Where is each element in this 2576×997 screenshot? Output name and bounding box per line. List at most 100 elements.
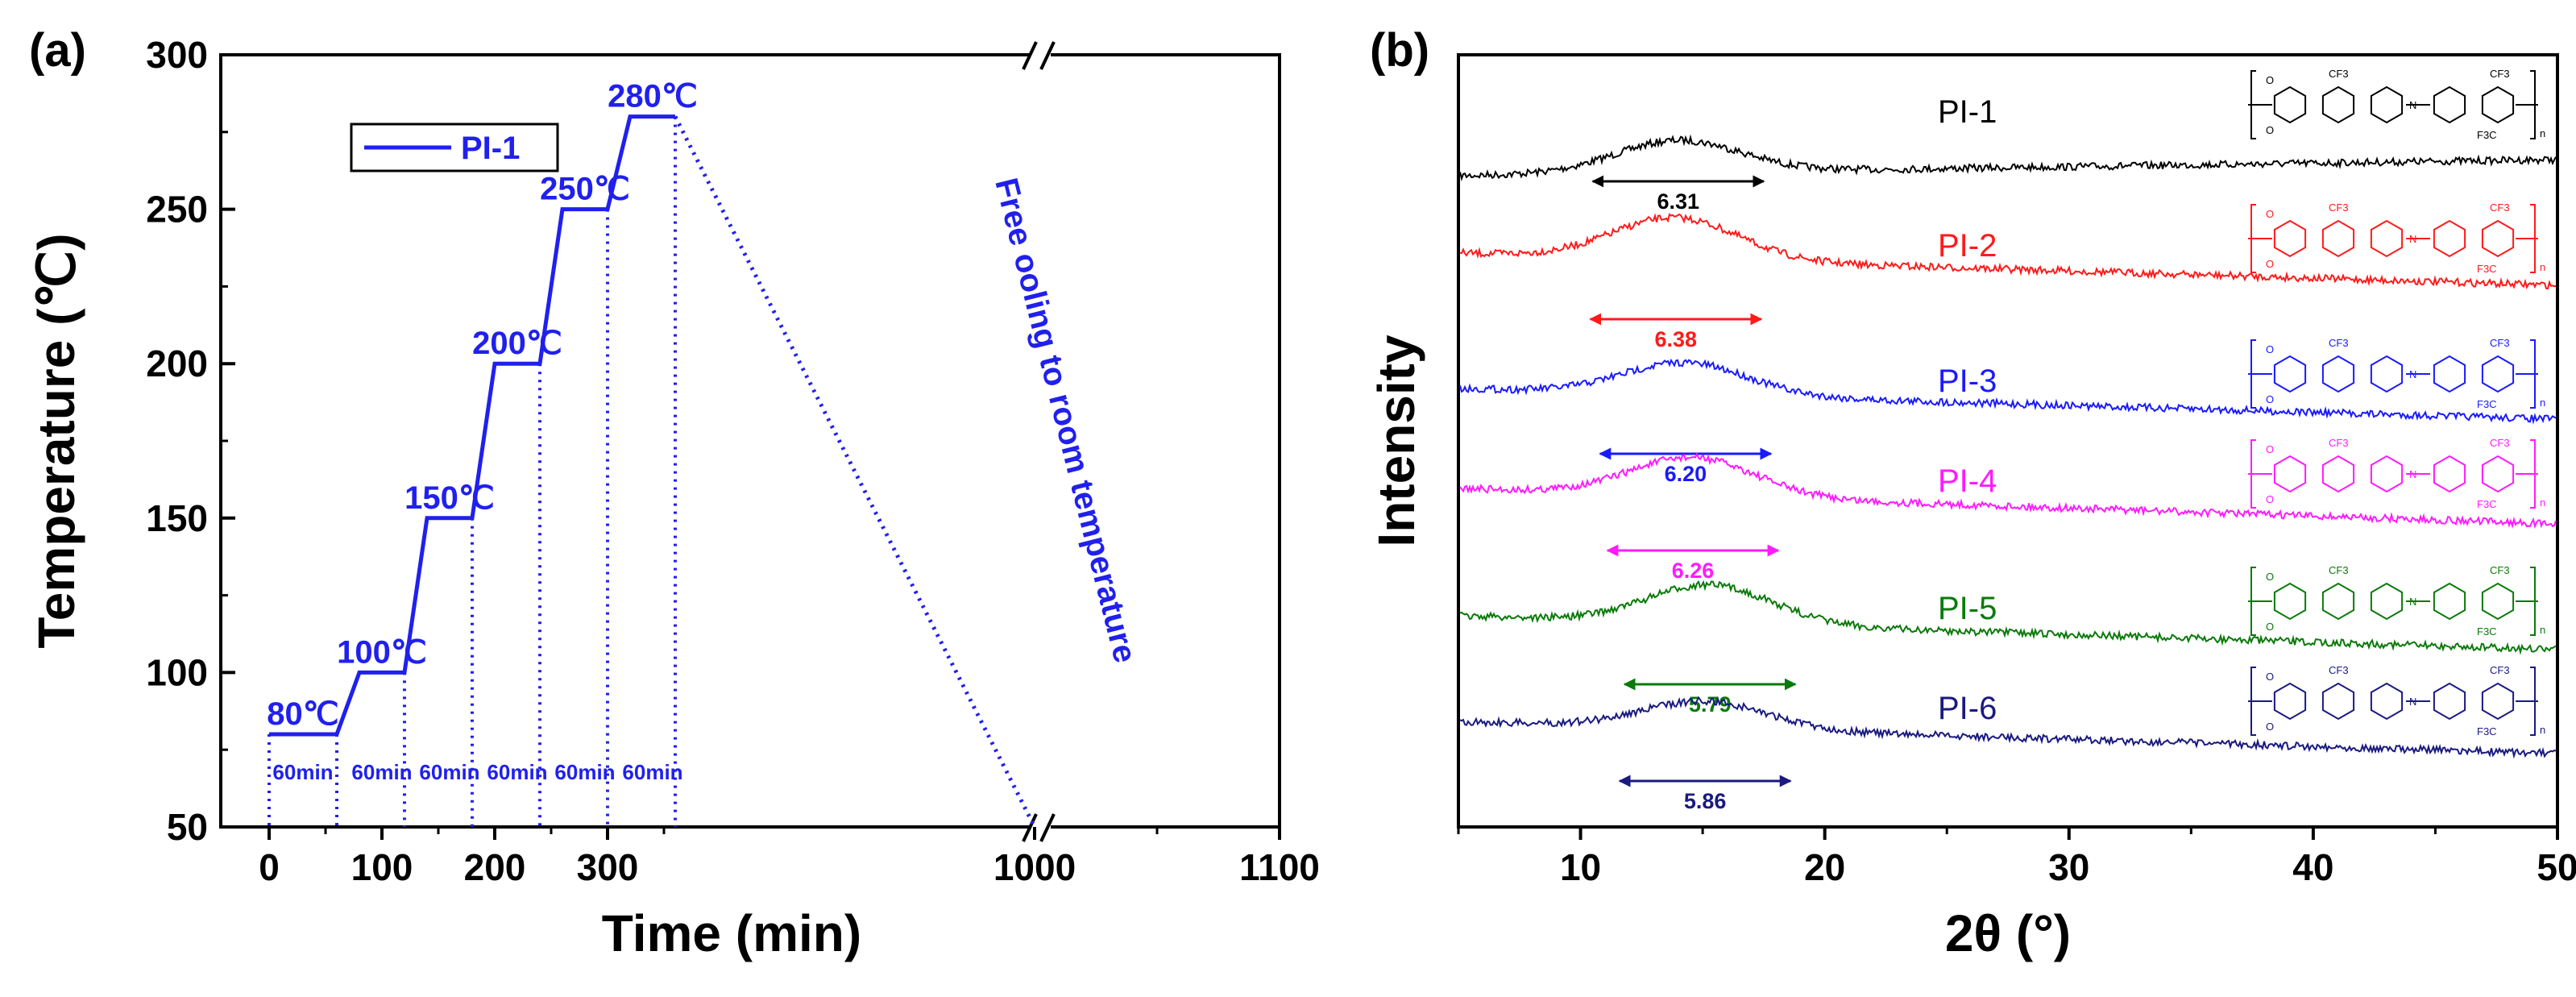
series-label: PI-4 (1938, 463, 1997, 499)
chem-label: F3C (2477, 129, 2497, 141)
chem-label: N (2409, 233, 2416, 245)
chem-label: CF3 (2490, 564, 2510, 576)
ring (2370, 85, 2404, 124)
chemical-structure-pi-5: CF3 CF3 F3C N O O n (2248, 564, 2545, 638)
chemical-structure-pi-6: CF3 CF3 F3C N O O n (2248, 664, 2545, 737)
ring (2273, 85, 2307, 124)
chem-label: O (2266, 443, 2274, 455)
ring (2273, 582, 2307, 621)
segment-dividers (268, 116, 677, 827)
segment-label: 80℃ (267, 696, 338, 732)
x-tick-label-b: 30 (2048, 846, 2089, 888)
ring (2321, 582, 2355, 621)
y-tick-label-a: 50 (167, 806, 208, 848)
ring (2481, 582, 2515, 621)
x-tick-label-a: 0 (259, 846, 280, 888)
ring (2370, 582, 2404, 621)
ring (2433, 455, 2466, 493)
ring (2273, 355, 2307, 393)
y-tick-label-a: 100 (146, 651, 208, 693)
d-spacing-value: 6.20 (1665, 462, 1707, 486)
chem-label: O (2266, 493, 2274, 505)
chem-label: N (2409, 368, 2416, 380)
ring (2481, 355, 2515, 393)
segment-labels: 80℃ 100℃ 150℃ 200℃ 250℃ 280℃ (267, 79, 698, 732)
ring (2370, 355, 2404, 393)
chem-label: n (2540, 397, 2545, 409)
y-tick-label-a: 250 (146, 189, 208, 231)
chem-label: O (2266, 74, 2274, 86)
xrd-curve-pi-3 (1459, 358, 2557, 425)
ring (2481, 85, 2515, 124)
chem-label: N (2409, 99, 2416, 111)
xrd-curve-pi-5 (1459, 580, 2557, 655)
chem-label: N (2409, 596, 2416, 608)
chem-label: n (2540, 127, 2545, 139)
segment-label: 150℃ (404, 480, 495, 516)
chem-label: n (2540, 496, 2545, 509)
duration-labels: 60min 60min 60min 60min 60min 60min (272, 760, 682, 784)
chem-label: n (2540, 624, 2545, 636)
chem-label: O (2266, 671, 2274, 683)
duration-label: 60min (487, 760, 547, 784)
axis-break-top (1022, 41, 1056, 70)
segment-label: 250℃ (540, 172, 630, 207)
chem-label: F3C (2477, 625, 2497, 638)
ring (2370, 455, 2404, 493)
segment-label: 100℃ (337, 634, 427, 670)
series-label: PI-6 (1938, 691, 1997, 726)
chem-label: CF3 (2490, 437, 2510, 449)
chem-label: CF3 (2490, 337, 2510, 349)
chem-label: n (2540, 261, 2545, 273)
panel-b: (b) 10 20 30 40 50 PI-1 6.31 PI-2 6.38 PI-3 6.20 P… (1367, 24, 2576, 962)
chem-label: CF3 (2490, 664, 2510, 676)
ring (2481, 455, 2515, 493)
segment-label: 200℃ (472, 326, 562, 361)
chem-label: O (2266, 393, 2274, 405)
chem-label: CF3 (2490, 68, 2510, 80)
legend-label-pi-1: PI-1 (461, 131, 520, 166)
xrd-curve-pi-2 (1459, 213, 2557, 290)
ticks-a: 50 100 150 200 250 300 0 100 200 300 1000 1100 (146, 34, 1320, 888)
ring (2273, 219, 2307, 258)
panel-label-a: (a) (29, 24, 86, 77)
chem-label: N (2409, 468, 2416, 480)
chemical-structure-pi-1: CF3 CF3 F3C N O O n (2248, 68, 2545, 141)
y-tick-label-a: 200 (146, 343, 208, 384)
chem-label: O (2266, 721, 2274, 733)
ring (2370, 219, 2404, 258)
cooling-annotation: Free ooling to room temperature (988, 175, 1143, 667)
chem-label: N (2409, 696, 2416, 708)
chemical-structure-pi-3: CF3 CF3 F3C N O O n (2248, 337, 2545, 410)
ring (2321, 85, 2355, 124)
segment-label: 280℃ (608, 79, 698, 114)
duration-label: 60min (622, 760, 682, 784)
d-spacing-value: 6.31 (1657, 189, 1700, 214)
ring (2433, 355, 2466, 393)
y-axis-title-a: Temperature (℃) (27, 233, 85, 648)
x-axis-title-b: 2θ (°) (1945, 904, 2071, 962)
cooling-line (673, 115, 1037, 829)
chem-label: CF3 (2329, 564, 2349, 576)
series-label: PI-1 (1938, 94, 1997, 130)
chem-label: F3C (2477, 398, 2497, 410)
d-spacing-value: 6.26 (1672, 559, 1715, 583)
xrd-curve-pi-4 (1459, 451, 2557, 530)
chem-label: O (2266, 621, 2274, 633)
chem-label: O (2266, 124, 2274, 136)
ring (2321, 682, 2355, 721)
x-tick-label-a: 200 (464, 846, 526, 888)
chem-label: F3C (2477, 498, 2497, 510)
panel-label-b: (b) (1370, 24, 1429, 77)
x-axis-title-a: Time (min) (602, 904, 861, 962)
ring (2370, 682, 2404, 721)
chem-label: CF3 (2329, 337, 2349, 349)
chem-label: CF3 (2329, 437, 2349, 449)
series-label: PI-5 (1938, 591, 1997, 626)
duration-label: 60min (419, 760, 479, 784)
chem-label: O (2266, 571, 2274, 583)
